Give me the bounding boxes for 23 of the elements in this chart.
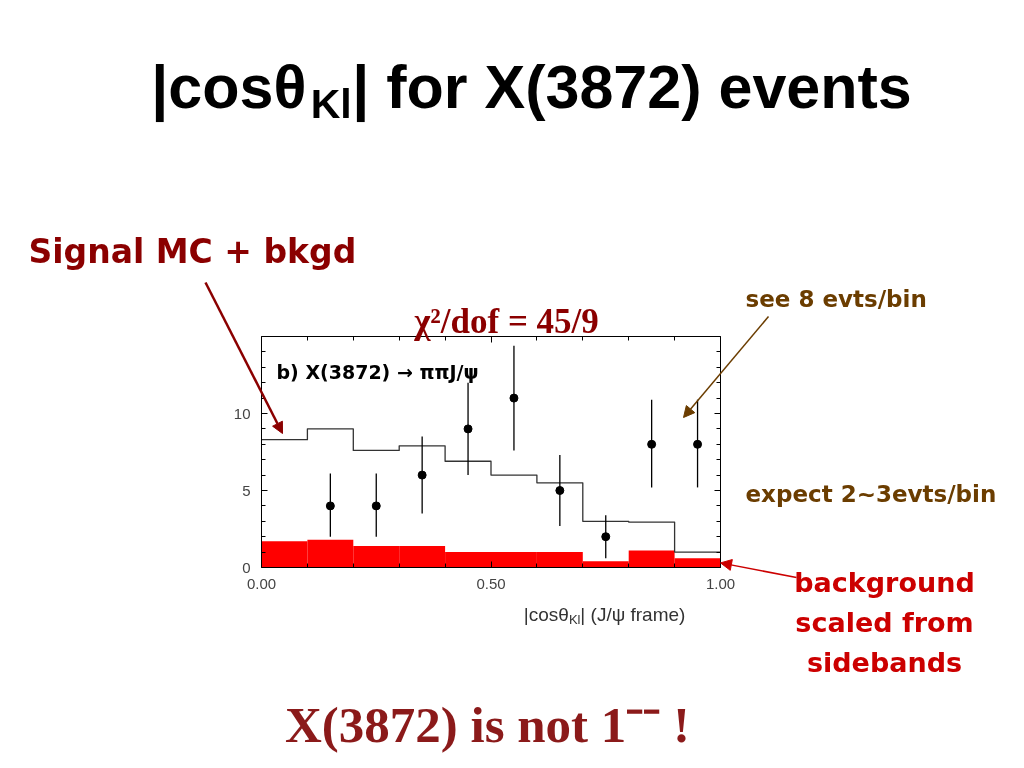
text: expect 2~3evts/bin [745, 480, 997, 507]
point [417, 470, 427, 480]
annotation: background scaled from sidebands [794, 567, 975, 678]
text: X(3872) is not 1⁻⁻ ! [284, 696, 691, 753]
text: Signal MC + bkgd [28, 232, 357, 271]
point [325, 501, 335, 511]
point [647, 439, 657, 449]
y-tick-label: 0 [242, 558, 251, 576]
annotation: b) X(3872) → ππJ/ψ [276, 360, 479, 383]
y-tick-label: 5 [242, 481, 251, 499]
line-series [260, 428, 722, 553]
point [555, 486, 565, 495]
point [693, 439, 703, 449]
x-tick-label: 0.50 [476, 574, 506, 592]
point [371, 501, 381, 511]
text: see 8 evts/bin [745, 285, 927, 312]
point [601, 532, 611, 542]
point [509, 393, 519, 403]
y-tick-label: 10 [233, 404, 251, 422]
point [463, 424, 473, 434]
x-tick-label: 0.00 [246, 574, 277, 592]
annotation: χ²/dof = 45/9 [413, 302, 599, 341]
x-tick-label: 1.00 [705, 574, 736, 592]
